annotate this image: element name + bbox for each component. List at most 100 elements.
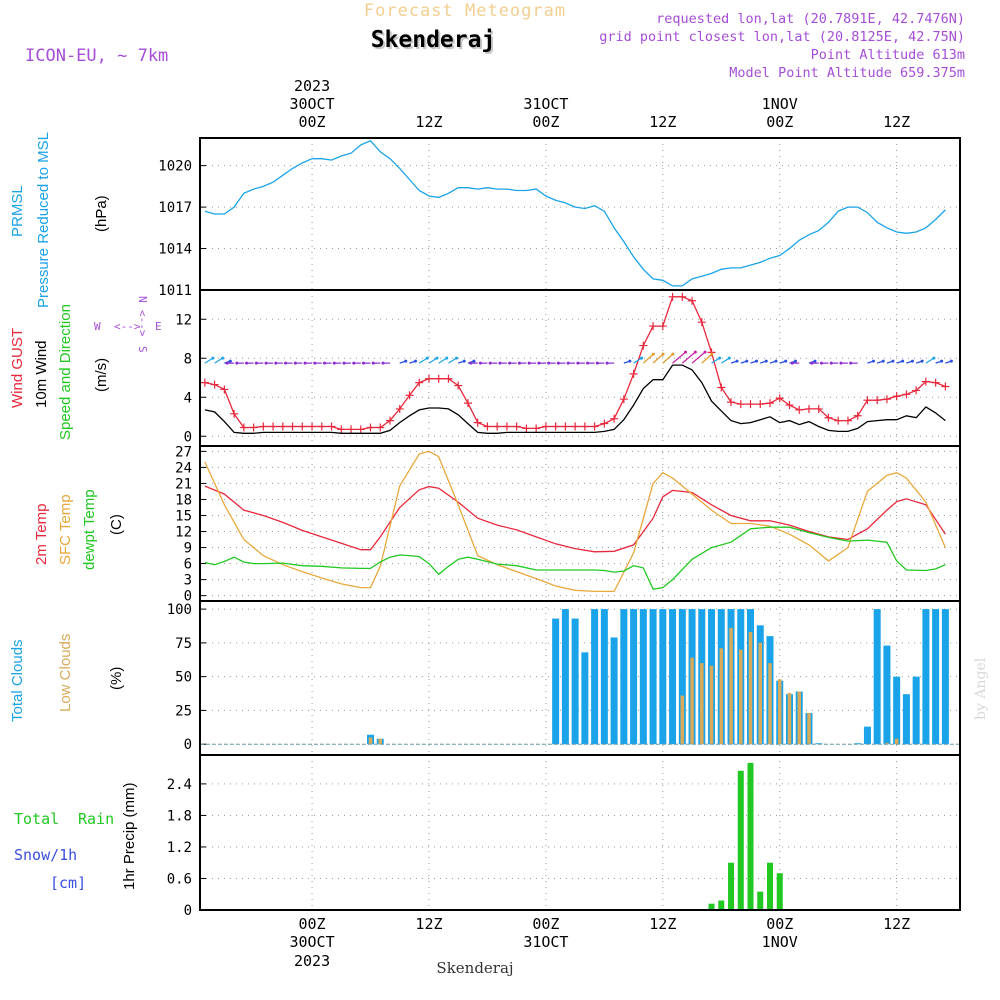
- footer-location: Skenderaj: [436, 959, 513, 977]
- gust-marker: [424, 374, 433, 383]
- gust-marker: [454, 381, 463, 390]
- y-tick-label: 12: [175, 525, 192, 541]
- clouds-bar: [591, 609, 599, 745]
- panel-wind: 0 4 8 12: [175, 289, 961, 447]
- gust-marker: [308, 422, 317, 431]
- clouds-bar: [571, 618, 579, 745]
- gust-marker: [795, 405, 804, 414]
- wind-arrow-head: [472, 359, 476, 363]
- celsius-label: (C): [108, 514, 125, 535]
- gust-marker: [347, 425, 356, 434]
- wind-arrow: [662, 353, 674, 364]
- gust-marker: [931, 378, 940, 387]
- wind-arrow-head: [849, 361, 853, 365]
- wind-arrow-head: [819, 361, 823, 365]
- svg-text:<-->: <-->: [114, 320, 141, 333]
- panel-frame: [199, 289, 961, 447]
- y-tick-label: 25: [175, 703, 192, 719]
- precip-bar: [767, 862, 773, 910]
- series-10m-wind: [204, 364, 946, 434]
- gust-marker: [386, 416, 394, 425]
- wind-arrow: [204, 357, 214, 364]
- wind-arrow-head: [684, 350, 688, 354]
- clouds-bar: [700, 663, 704, 745]
- compass-north: N: [136, 296, 149, 303]
- y-tick-label: 1014: [158, 242, 192, 258]
- wind-arrow-head: [940, 359, 944, 363]
- gust-marker: [502, 422, 511, 431]
- wind-arrow-head: [881, 359, 885, 363]
- series-sfc-temp: [204, 450, 946, 593]
- gust-marker: [746, 400, 755, 409]
- wind-arrow-head: [537, 361, 541, 365]
- chart-subtitle: Forecast Meteogram: [364, 1, 566, 21]
- gust-marker: [678, 292, 687, 301]
- wind-arrow-head: [225, 361, 229, 365]
- panel-frame: [199, 137, 961, 291]
- gust-marker: [668, 292, 677, 301]
- clouds-bar: [620, 609, 628, 745]
- gust-marker: [600, 419, 609, 428]
- wind-arrow-head: [332, 361, 336, 365]
- panel-frame: [199, 754, 961, 911]
- top-time-label: 12Z: [415, 113, 442, 131]
- hpa-label: (hPa): [93, 195, 110, 232]
- wind-arrow: [672, 351, 686, 364]
- gust-marker: [259, 422, 268, 431]
- gust-marker: [483, 422, 492, 431]
- gust-marker: [278, 422, 287, 431]
- clouds-bar: [807, 713, 811, 745]
- y-tick-label: 6: [184, 557, 192, 573]
- clouds-bar: [600, 609, 608, 745]
- y-tick-label: 27: [175, 444, 192, 460]
- gust-marker: [873, 396, 882, 405]
- clouds-bar: [368, 737, 373, 745]
- wind-arrow-head: [284, 361, 288, 365]
- wind-arrow-head: [313, 361, 317, 365]
- wind-arrow: [428, 357, 438, 364]
- gust-marker: [210, 380, 219, 389]
- wind-arrow-head: [790, 361, 794, 365]
- wind-arrow-head: [517, 361, 521, 365]
- clouds-bar: [378, 738, 383, 745]
- gust-marker: [337, 425, 346, 434]
- gust-marker: [356, 425, 365, 434]
- panel-frame: [199, 600, 961, 756]
- gust-marker: [405, 391, 414, 400]
- gust-marker: [658, 322, 667, 331]
- wind-arrow-head: [381, 361, 385, 365]
- clouds-bar: [639, 609, 647, 745]
- clouds-bar: [894, 738, 899, 745]
- wind-arrow-head: [323, 361, 327, 365]
- gust-marker: [863, 396, 872, 405]
- wind-arrow-head: [413, 359, 417, 363]
- panel-precip: 0 0.6 1.2 1.8 2.4: [167, 754, 961, 919]
- gust-marker: [882, 395, 891, 404]
- clouds-bar: [863, 726, 871, 745]
- wind-arrow-head: [949, 359, 953, 363]
- wind-arrow-head: [920, 359, 924, 363]
- percent-label: (%): [108, 667, 125, 690]
- wind-arrow-head: [640, 356, 644, 360]
- clouds-bar: [748, 632, 753, 745]
- top-time-label: 30OCT: [289, 95, 334, 113]
- pressure-label: Pressure Reduced to MSL: [35, 132, 52, 308]
- wind-arrow: [652, 353, 664, 364]
- bottom-time-label: 30OCT: [289, 933, 334, 951]
- clouds-bar: [873, 609, 881, 745]
- gust-marker: [288, 422, 297, 431]
- gust-marker: [756, 400, 765, 409]
- gust-marker: [649, 322, 658, 331]
- wind-arrow-head: [829, 361, 833, 365]
- y-tick-label: 100: [167, 602, 192, 618]
- gust-marker: [327, 422, 336, 431]
- y-tick-label: 9: [184, 541, 192, 557]
- precip-bar: [718, 900, 725, 910]
- y-tick-label: 0: [184, 903, 192, 919]
- gust-marker: [912, 386, 921, 395]
- wind-arrow-head: [755, 359, 759, 363]
